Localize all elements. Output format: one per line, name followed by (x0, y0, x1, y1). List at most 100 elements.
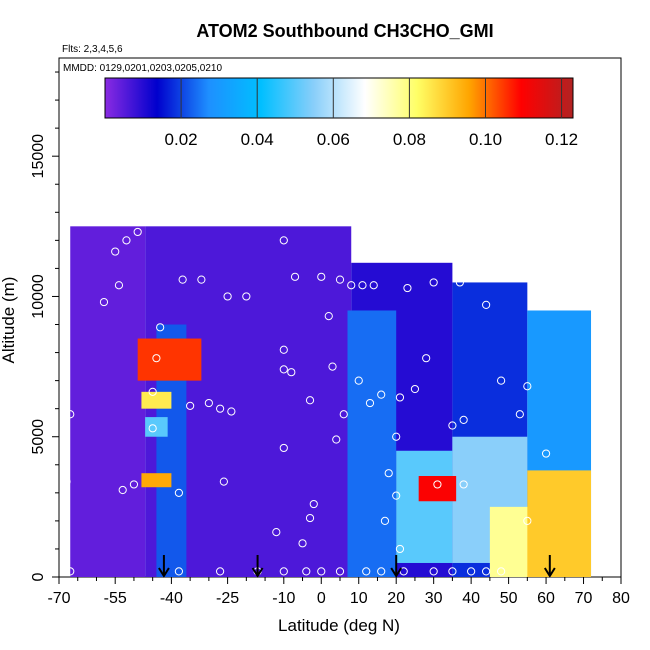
track-point (298, 539, 307, 548)
track-point (328, 362, 337, 371)
track-point (290, 272, 300, 281)
track-point (122, 236, 131, 245)
track-point (455, 278, 464, 287)
track-point (114, 281, 124, 290)
x-tick-label: 40 (462, 590, 480, 607)
colorbar-tick-label: 0.02 (165, 130, 198, 149)
colorbar-tick-label: 0.04 (241, 130, 274, 149)
concentration-field (70, 226, 592, 577)
track-point (174, 488, 183, 497)
track-point (332, 435, 341, 444)
track-point (339, 410, 348, 419)
track-point (129, 480, 139, 489)
track-point (467, 567, 476, 576)
x-tick-label: -25 (216, 590, 239, 607)
track-point (279, 567, 288, 576)
x-tick-label: 20 (387, 590, 405, 607)
track-point (216, 404, 225, 413)
arrow-head (543, 567, 556, 578)
x-tick-label: -10 (272, 590, 295, 607)
x-tick-label: -40 (160, 590, 183, 607)
field-cell (141, 473, 172, 488)
track-point (523, 382, 532, 391)
track-point (272, 528, 281, 537)
y-tick-label: 0 (30, 572, 47, 581)
track-point (219, 477, 228, 486)
track-point (515, 410, 524, 419)
track-point (302, 567, 311, 576)
field-cell (137, 338, 202, 381)
track-point (242, 292, 251, 301)
flight-marker-arrow (158, 555, 170, 578)
track-point (347, 281, 356, 290)
colorbar-tick-label: 0.12 (545, 130, 578, 149)
track-point (186, 401, 195, 410)
track-point (459, 415, 468, 424)
track-point (395, 393, 405, 402)
track-point (523, 516, 532, 525)
x-tick-label: 10 (350, 590, 368, 607)
track-point (178, 275, 187, 284)
track-point (365, 398, 375, 408)
track-point (482, 300, 491, 309)
y-tick-label: 5000 (30, 419, 47, 455)
x-tick-label: -70 (47, 590, 70, 607)
track-point (410, 384, 420, 394)
flights-annotation: Flts: 2,3,4,5,6 (62, 44, 123, 55)
track-point (377, 567, 386, 576)
x-tick-label: -55 (104, 590, 127, 607)
y-axis: 0 5000 10000 15000 (30, 71, 59, 581)
field-cell (527, 470, 592, 577)
track-point (482, 567, 491, 576)
track-point (422, 354, 431, 363)
track-point (429, 278, 438, 287)
colorbar-tick-label: 0.08 (393, 130, 426, 149)
track-point (384, 469, 393, 478)
track-point (216, 567, 225, 576)
track-point (362, 567, 371, 576)
track-point (62, 477, 71, 486)
track-point (227, 407, 236, 416)
flight-markers (158, 555, 556, 578)
colorbar-ticks: 0.02 0.04 0.06 0.08 0.10 0.12 (165, 78, 578, 149)
track-point (497, 567, 506, 576)
track-point (392, 491, 401, 500)
track-point (197, 275, 206, 284)
chart-title: ATOM2 Southbound CH3CHO_GMI (196, 21, 493, 41)
track-point (309, 499, 318, 509)
track-point (66, 567, 75, 576)
colorbar-tick-label: 0.10 (469, 130, 502, 149)
track-point (279, 236, 288, 245)
arrow-head (251, 567, 264, 578)
x-axis: -70 -55 -40 -25 -10 0 10 20 30 40 50 60 70 80 (47, 577, 630, 607)
track-point (448, 567, 457, 576)
x-tick-label: 60 (537, 590, 555, 607)
x-tick-label: 50 (500, 590, 518, 607)
y-axis-label: Altitude (m) (0, 277, 18, 364)
track-point (497, 376, 506, 385)
track-point (354, 376, 363, 385)
x-axis-label: Latitude (deg N) (278, 616, 400, 635)
field-cell (418, 476, 457, 502)
arrow-head (158, 567, 170, 578)
track-point (287, 368, 296, 377)
track-point (317, 567, 326, 576)
track-point (369, 281, 378, 290)
arrow-head (390, 567, 403, 578)
track-point (448, 421, 457, 430)
track-point (358, 281, 367, 290)
track-point (335, 275, 345, 284)
y-tick-label: 15000 (30, 134, 47, 179)
track-point (380, 516, 390, 525)
track-point (335, 567, 345, 576)
x-tick-label: 30 (425, 590, 443, 607)
track-point (541, 449, 551, 458)
field-cell (347, 310, 397, 577)
flight-marker-arrow (251, 555, 264, 578)
field-cell (141, 391, 172, 409)
plot-area (58, 57, 622, 578)
track-point (174, 567, 183, 576)
track-point (148, 424, 157, 433)
track-point (279, 345, 288, 354)
